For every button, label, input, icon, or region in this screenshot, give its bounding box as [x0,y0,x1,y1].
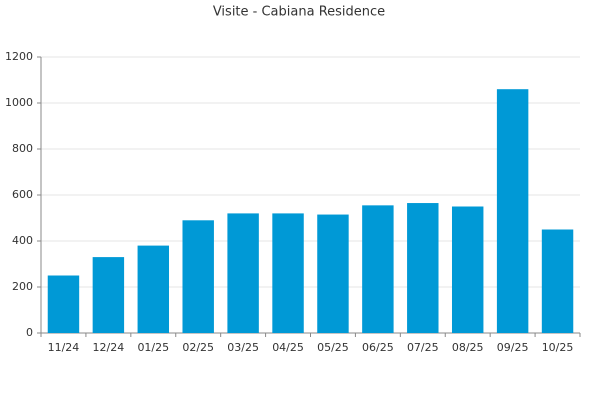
x-tick-label: 09/25 [497,341,529,354]
x-tick-label: 06/25 [362,341,394,354]
x-tick-label: 01/25 [137,341,169,354]
bar [541,229,574,333]
y-tick-label: 800 [12,142,33,155]
x-tick-label: 07/25 [407,341,439,354]
y-tick-label: 200 [12,280,33,293]
bar [407,203,439,333]
x-tick-label: 05/25 [317,341,349,354]
x-tick-label: 02/25 [182,341,214,354]
y-tick-label: 1200 [5,50,33,63]
x-tick-label: 08/25 [452,341,484,354]
y-tick-label: 1000 [5,96,33,109]
x-tick-label: 11/24 [48,341,80,354]
bar [451,206,484,333]
bar [227,213,259,333]
bar [137,245,170,333]
bar [317,214,349,333]
y-tick-label: 600 [12,188,33,201]
bar [47,275,80,333]
bar [362,205,394,333]
y-tick-label: 400 [12,234,33,247]
bar [92,257,125,333]
x-tick-label: 10/25 [542,341,574,354]
chart-title: Visite - Cabiana Residence [213,5,385,20]
x-tick-label: 12/24 [93,341,125,354]
x-tick-label: 03/25 [227,341,259,354]
y-tick-label: 0 [26,326,33,339]
bar [272,213,304,333]
bar [496,89,529,333]
x-tick-label: 04/25 [272,341,304,354]
bar [182,220,214,333]
